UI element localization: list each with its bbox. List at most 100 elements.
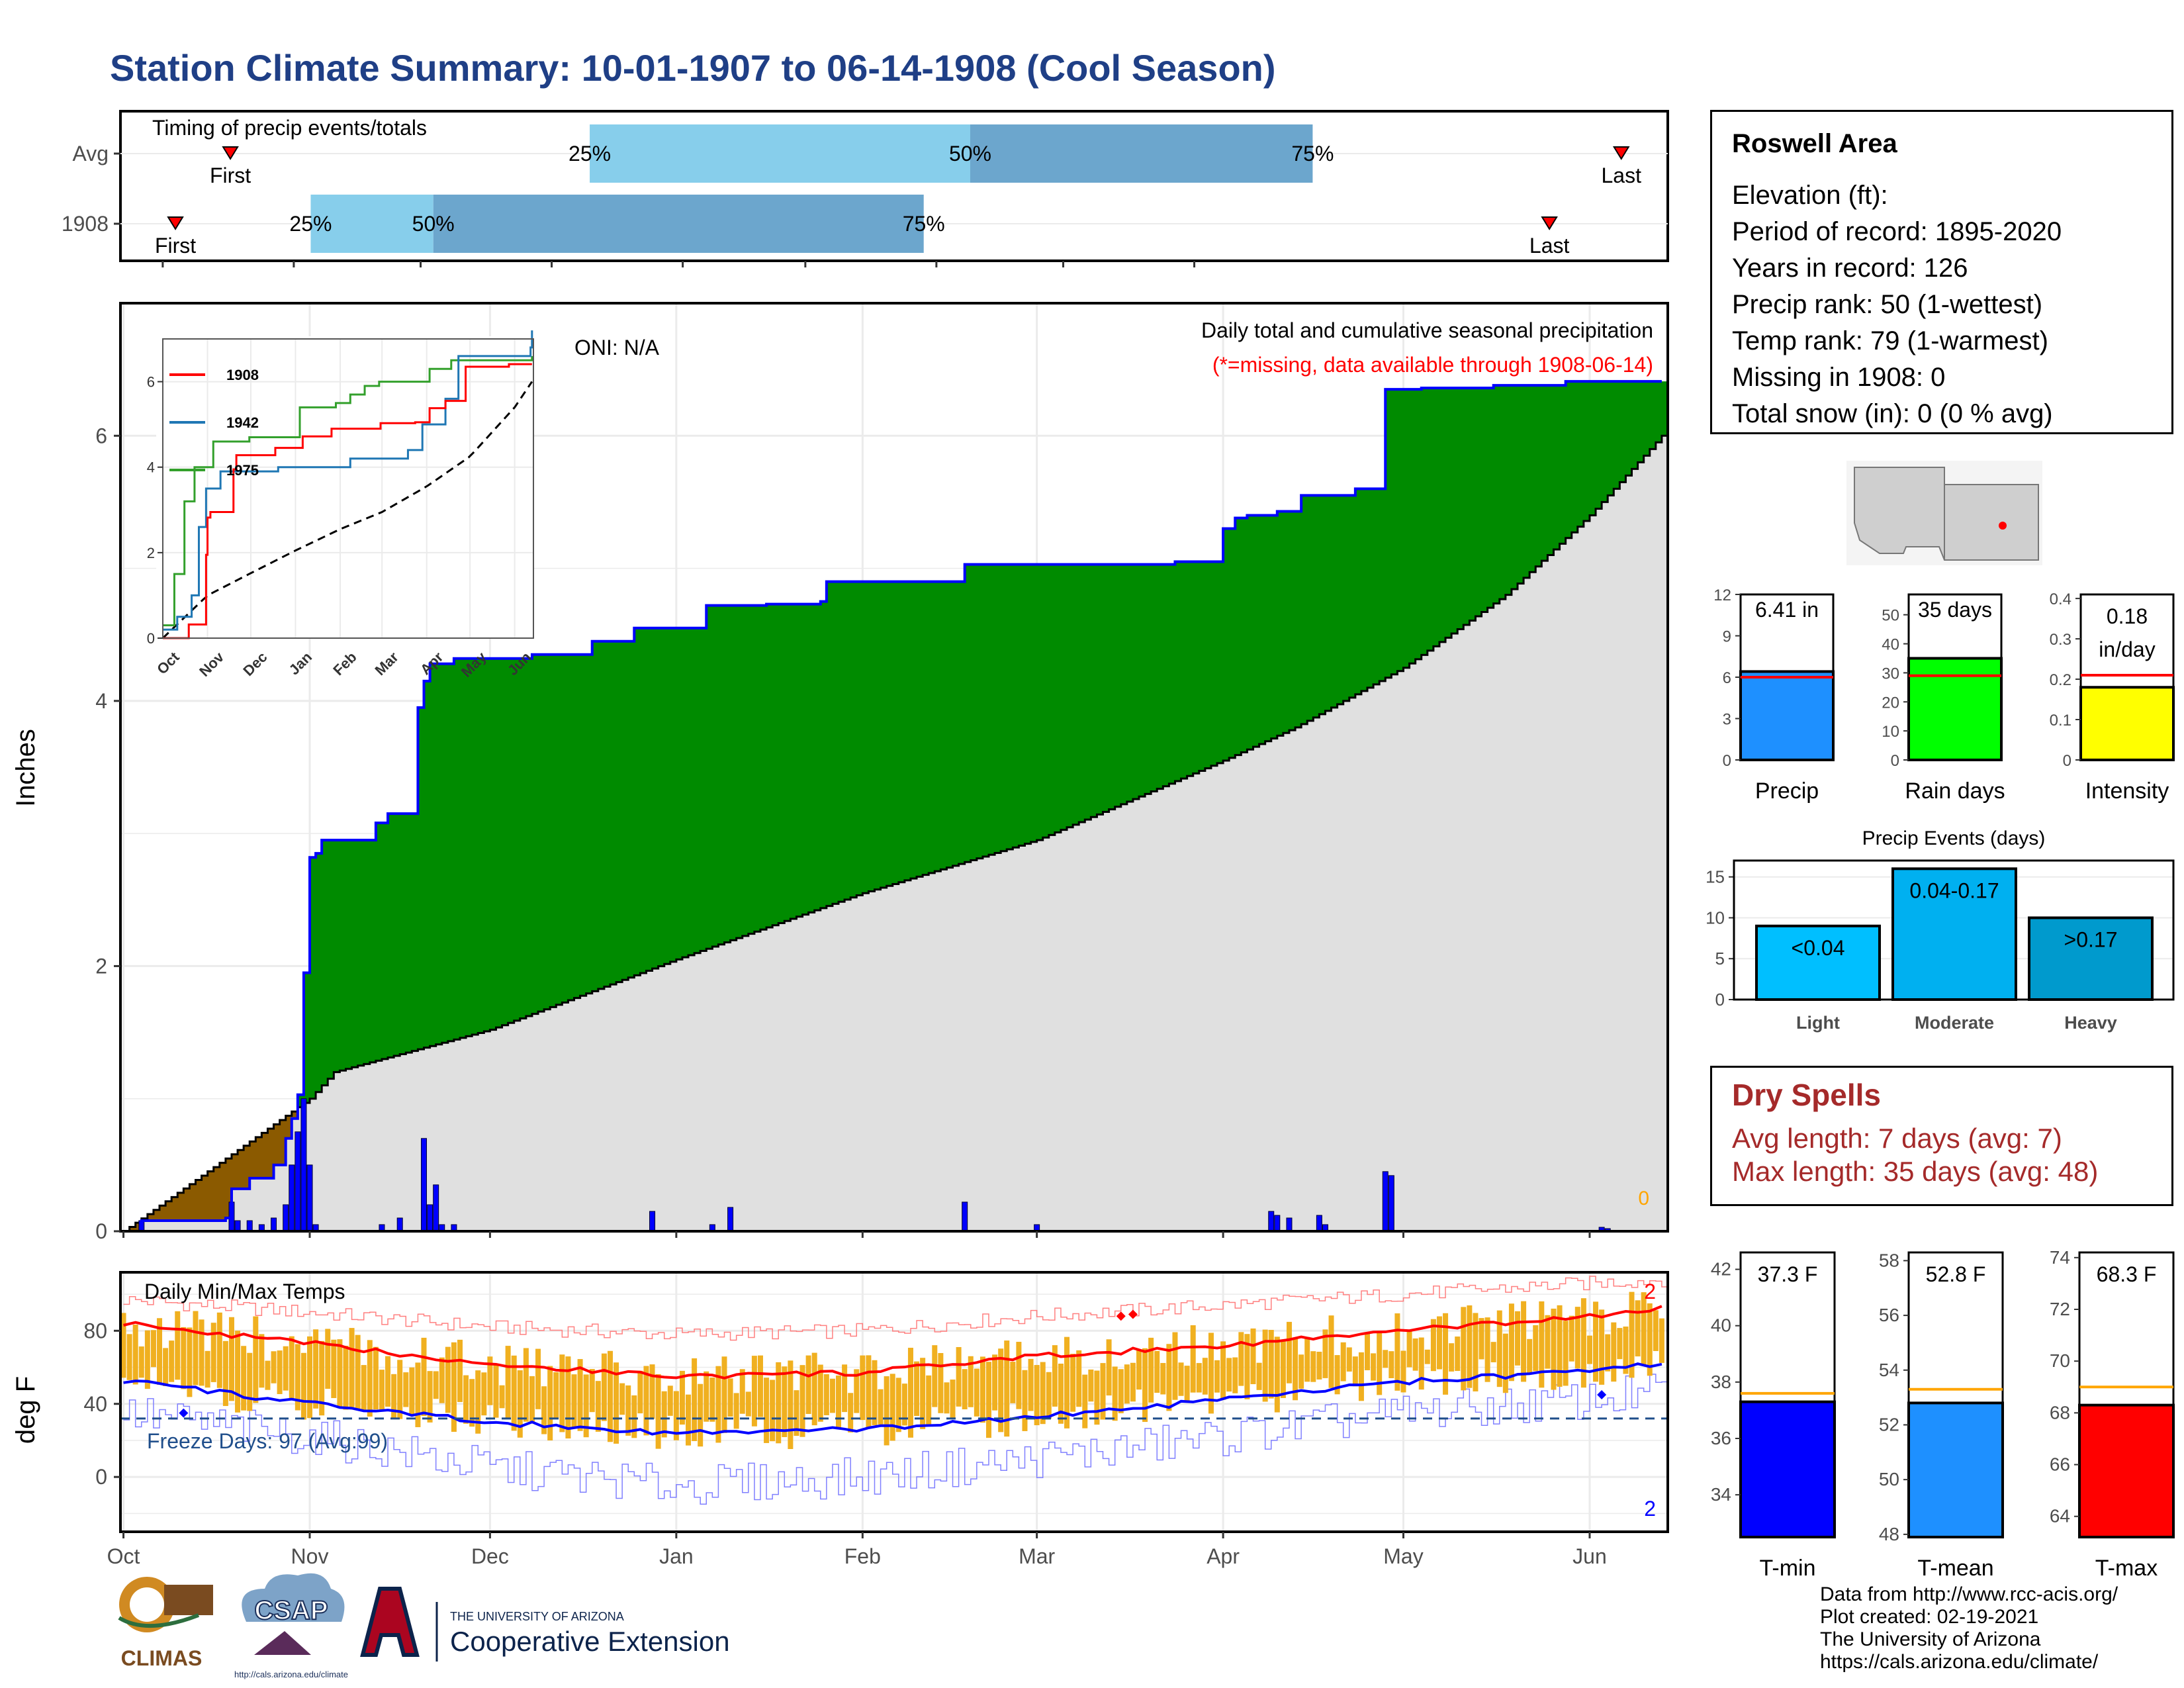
precip-events-chart: Precip Events (days) 0 5 10 15 <0.04 Light 0.04… [1706, 827, 2175, 1033]
temp-y-axis-title: deg F [11, 1376, 40, 1444]
daily-precip-bar [271, 1217, 277, 1232]
daily-temp-bar [872, 1360, 878, 1425]
daily-temp-bar [1436, 1316, 1442, 1370]
timing-last-marker [1541, 216, 1558, 230]
daily-temp-bar [1599, 1309, 1605, 1385]
dry-spells-title: Dry Spells [1732, 1078, 1881, 1112]
daily-temp-bar [325, 1329, 331, 1389]
daily-temp-bar [1641, 1292, 1647, 1366]
daily-temp-bar [614, 1362, 619, 1444]
footer-line-university: The University of Arizona [1820, 1628, 2041, 1650]
record-low-line [123, 1374, 1668, 1505]
precip-y-tick-label: 4 [95, 689, 107, 713]
daily-temp-bar [637, 1370, 643, 1414]
daily-temp-bar [271, 1351, 277, 1383]
daily-temp-bar [1016, 1342, 1022, 1409]
rain-days-y-tick-label: 0 [1891, 752, 1899, 770]
daily-temp-bar [367, 1340, 373, 1417]
daily-temp-bar [535, 1348, 541, 1409]
daily-temp-bar [1659, 1318, 1664, 1363]
daily-temp-bar [1226, 1358, 1232, 1392]
daily-temp-bar [1388, 1351, 1394, 1379]
daily-temp-bar [1304, 1336, 1310, 1382]
daily-temp-bar [914, 1361, 920, 1417]
daily-temp-bar [739, 1369, 745, 1414]
precip-total-category-label: Precip [1755, 778, 1819, 804]
inset-series-line [163, 363, 532, 639]
daily-temp-bar [1202, 1358, 1208, 1395]
daily-temp-bar [300, 1352, 306, 1420]
daily-temp-bar [331, 1339, 337, 1399]
tmin-bar [1739, 1400, 1836, 1538]
daily-temp-bar [1010, 1362, 1016, 1403]
daily-temp-bar [210, 1323, 216, 1382]
station-elevation: Elevation (ft): [1732, 181, 1888, 210]
precip-y-axis-title: Inches [11, 729, 40, 807]
tmax-category-label: T-max [2095, 1556, 2158, 1581]
daily-precip-bar [421, 1138, 428, 1232]
daily-temp-bar [631, 1395, 637, 1438]
daily-temp-bar [571, 1374, 577, 1428]
daily-temp-bar [1106, 1339, 1112, 1396]
daily-temp-bar [1574, 1307, 1580, 1369]
daily-temp-bar [860, 1355, 866, 1421]
daily-temp-bar [956, 1346, 962, 1407]
footer-line-url: https://cals.arizona.edu/climate/ [1820, 1651, 2099, 1673]
tmin-y-tick-label: 36 [1711, 1428, 1731, 1448]
intensity-chart: 0 0.1 0.2 0.3 0.4 0.18 in/day Intensity [2050, 590, 2175, 804]
month-tick-label: Feb [844, 1544, 881, 1568]
daily-temp-bar [397, 1360, 403, 1419]
tmean-y-tick-label: 50 [1879, 1469, 1899, 1489]
page-title: Station Climate Summary: 10-01-1907 to 0… [110, 47, 1276, 89]
inset-y-tick-label: 4 [147, 459, 155, 476]
precip-events-frame [1733, 859, 2175, 1001]
timing-quartile-label: 25% [289, 212, 332, 236]
precip-y-tick-label: 2 [95, 954, 107, 978]
daily-temp-bar [1352, 1356, 1358, 1387]
temp-panel: Daily Min/Max Temps Freeze Days: 97 (Avg… [11, 1271, 1669, 1568]
daily-temp-bar [1256, 1362, 1262, 1390]
inset-frame [162, 338, 534, 639]
ua-small-text: THE UNIVERSITY OF ARIZONA [450, 1610, 624, 1623]
daily-temp-bar [1298, 1354, 1304, 1389]
tmin-y-tick-label: 38 [1711, 1372, 1731, 1392]
tmax-y-tick-label: 72 [2050, 1299, 2070, 1319]
precip-events-y-tick-label: 10 [1706, 908, 1725, 927]
daily-precip-bar [246, 1220, 253, 1232]
daily-temp-bar [439, 1357, 445, 1403]
daily-temp-bar [721, 1356, 727, 1433]
daily-temp-bar [235, 1331, 241, 1413]
precip-events-y-tick-label: 0 [1715, 990, 1725, 1009]
daily-temp-bar [1142, 1348, 1148, 1423]
daily-temp-bar [307, 1336, 313, 1419]
inset-y-tick-label: 6 [147, 374, 155, 391]
daily-temp-bar [1268, 1330, 1274, 1399]
month-tick-label: Jun [1572, 1544, 1607, 1568]
daily-temp-bar [541, 1386, 547, 1434]
logos: CLIMAS CSAP http://cals.arizona.edu/clim… [118, 1573, 730, 1679]
climas-mesa-shape [164, 1585, 213, 1615]
daily-temp-bar [889, 1374, 895, 1441]
daily-temp-bar [823, 1374, 829, 1415]
tmax-y-tick-label: 64 [2050, 1506, 2070, 1526]
daily-temp-bar [1365, 1333, 1371, 1370]
station-location-marker [1999, 522, 2007, 530]
daily-temp-bar [391, 1374, 397, 1419]
daily-temp-bar [1076, 1350, 1082, 1407]
daily-temp-bar [451, 1342, 457, 1432]
tmin-y-tick-label: 34 [1711, 1484, 1731, 1505]
rain-days-y-tick-label: 40 [1882, 636, 1899, 654]
tmean-bar [1907, 1401, 2004, 1538]
daily-temp-bar [463, 1375, 469, 1424]
daily-temp-bar [529, 1376, 535, 1422]
daily-temp-bar [1244, 1334, 1250, 1399]
daily-temp-bar [150, 1330, 156, 1368]
precip-events-category-label: Heavy [2064, 1013, 2117, 1033]
intensity-category-label: Intensity [2085, 778, 2169, 804]
daily-temp-bar [523, 1348, 529, 1422]
daily-temp-bar [1160, 1363, 1166, 1395]
avg-tmax-line [123, 1305, 1662, 1380]
daily-temp-bar [1394, 1313, 1400, 1391]
daily-temp-bar [1238, 1332, 1244, 1386]
daily-temp-bar [1340, 1342, 1346, 1382]
